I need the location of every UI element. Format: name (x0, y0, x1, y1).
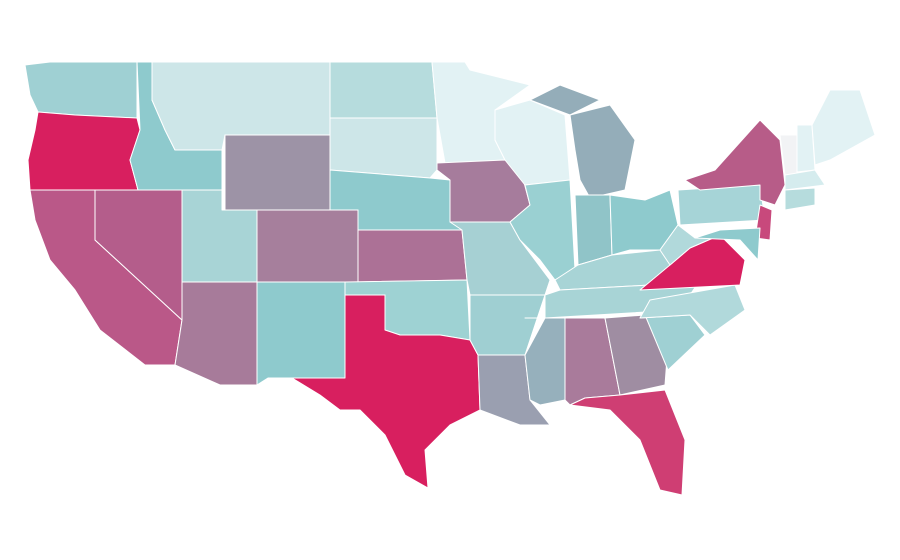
state (27, 111, 141, 191)
state (509, 179, 576, 281)
state (694, 227, 761, 261)
state (24, 61, 138, 119)
state (569, 104, 636, 199)
state (329, 61, 438, 119)
state (529, 84, 601, 116)
state (329, 117, 438, 179)
state (811, 89, 876, 166)
state (684, 119, 786, 206)
state (677, 184, 766, 226)
state (291, 294, 481, 489)
state (784, 187, 816, 211)
state (224, 134, 331, 211)
state (784, 169, 826, 191)
state (256, 281, 346, 386)
state (357, 229, 468, 283)
state (574, 194, 613, 266)
state (569, 389, 686, 496)
state (256, 209, 359, 283)
state (174, 281, 258, 386)
